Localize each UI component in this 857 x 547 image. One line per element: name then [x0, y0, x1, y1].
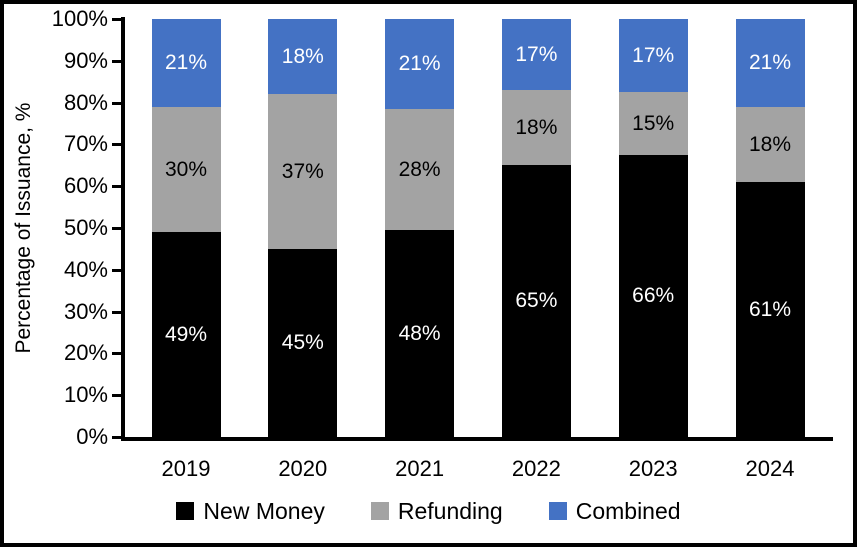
y-tick-mark — [112, 102, 121, 105]
bar-value-label-refunding-2019: 30% — [164, 157, 208, 181]
y-tick-label-30-: 30% — [63, 299, 108, 324]
x-axis-line — [121, 437, 833, 441]
legend-item-refunding: Refunding — [370, 497, 503, 525]
bar-segment-combined-2024 — [735, 19, 805, 107]
bar-value-label-combined-2019: 21% — [164, 51, 208, 74]
y-tick-mark — [112, 352, 121, 355]
bar-segment-refunding-2022 — [501, 90, 571, 165]
legend-item-combined: Combined — [548, 497, 681, 525]
bar-value-label-combined-2023: 17% — [632, 43, 675, 67]
legend-label-refunding: Refunding — [397, 497, 503, 524]
y-tick-label-50-: 50% — [63, 215, 108, 240]
bar-value-label-refunding-2020: 37% — [281, 159, 324, 183]
y-tick-mark — [112, 18, 121, 21]
bar-value-label-new-money-2024: 61% — [748, 297, 792, 321]
y-tick-mark — [112, 60, 121, 63]
bar-value-label-new-money-2023: 66% — [632, 284, 675, 307]
bar-value-label-refunding-2022: 18% — [515, 115, 558, 139]
bar-segment-combined-2022 — [501, 19, 571, 90]
x-category-label-2022: 2022 — [511, 456, 561, 481]
bar-segment-combined-2023 — [618, 19, 688, 92]
bar-value-label-combined-2024: 21% — [748, 51, 792, 74]
bar-value-label-combined-2022: 17% — [515, 42, 558, 66]
bar-value-label-combined-2020: 18% — [281, 44, 324, 68]
y-tick-label-40-: 40% — [63, 257, 108, 282]
x-category-label-2019: 2019 — [161, 456, 211, 481]
y-tick-label-20-: 20% — [63, 340, 108, 365]
y-tick-mark — [112, 394, 121, 397]
x-category-label-2021: 2021 — [395, 456, 445, 481]
x-category-label-2020: 2020 — [278, 456, 328, 481]
y-tick-mark — [112, 311, 121, 314]
y-tick-mark — [112, 269, 121, 272]
bar-segment-combined-2021 — [385, 19, 455, 109]
legend-swatch-icon-new-money — [176, 502, 195, 520]
y-tick-mark — [112, 436, 121, 439]
bar-value-label-new-money-2020: 45% — [281, 331, 324, 354]
bar-value-label-refunding-2023: 15% — [632, 111, 675, 135]
bar-value-label-new-money-2019: 49% — [164, 322, 208, 346]
y-tick-label-80-: 80% — [63, 90, 108, 115]
bar-segment-combined-2020 — [268, 19, 338, 94]
bar-segment-new-money-2024 — [735, 182, 805, 437]
x-category-label-2024: 2024 — [745, 456, 795, 481]
bar-segment-combined-2019 — [151, 19, 221, 107]
y-tick-label-10-: 10% — [63, 382, 108, 407]
legend-label-new-money: New Money — [203, 497, 325, 524]
bar-segment-new-money-2023 — [618, 155, 688, 437]
bar-value-label-combined-2021: 21% — [398, 52, 441, 75]
y-tick-label-90-: 90% — [63, 48, 108, 73]
bar-segment-refunding-2021 — [385, 109, 455, 230]
bar-segment-refunding-2020 — [268, 94, 338, 249]
y-tick-label-70-: 70% — [63, 131, 108, 156]
bar-value-label-new-money-2021: 48% — [398, 321, 441, 345]
y-tick-mark — [112, 227, 121, 230]
bar-value-label-new-money-2022: 65% — [515, 289, 558, 312]
x-category-label-2023: 2023 — [628, 456, 678, 481]
legend: New Money Refunding Combined — [0, 497, 857, 525]
legend-item-new-money: New Money — [176, 497, 325, 525]
bar-segment-new-money-2021 — [385, 230, 455, 437]
legend-label-combined: Combined — [575, 497, 681, 524]
bar-segment-new-money-2020 — [268, 249, 338, 437]
y-axis-line — [121, 17, 125, 441]
y-tick-label-60-: 60% — [63, 173, 108, 198]
bar-segment-refunding-2019 — [151, 107, 221, 232]
bar-segment-refunding-2024 — [735, 107, 805, 182]
legend-swatch-icon-combined — [548, 502, 567, 520]
bar-segment-new-money-2022 — [501, 165, 571, 437]
bar-value-label-refunding-2021: 28% — [398, 157, 441, 181]
y-tick-mark — [112, 185, 121, 188]
bar-segment-refunding-2023 — [618, 92, 688, 155]
bar-segment-new-money-2019 — [151, 232, 221, 437]
legend-swatch-icon-refunding — [370, 502, 389, 520]
y-tick-label-0-: 0% — [76, 424, 108, 449]
bar-value-label-refunding-2024: 18% — [748, 132, 792, 156]
y-tick-mark — [112, 143, 121, 146]
y-tick-label-100-: 100% — [51, 6, 108, 31]
